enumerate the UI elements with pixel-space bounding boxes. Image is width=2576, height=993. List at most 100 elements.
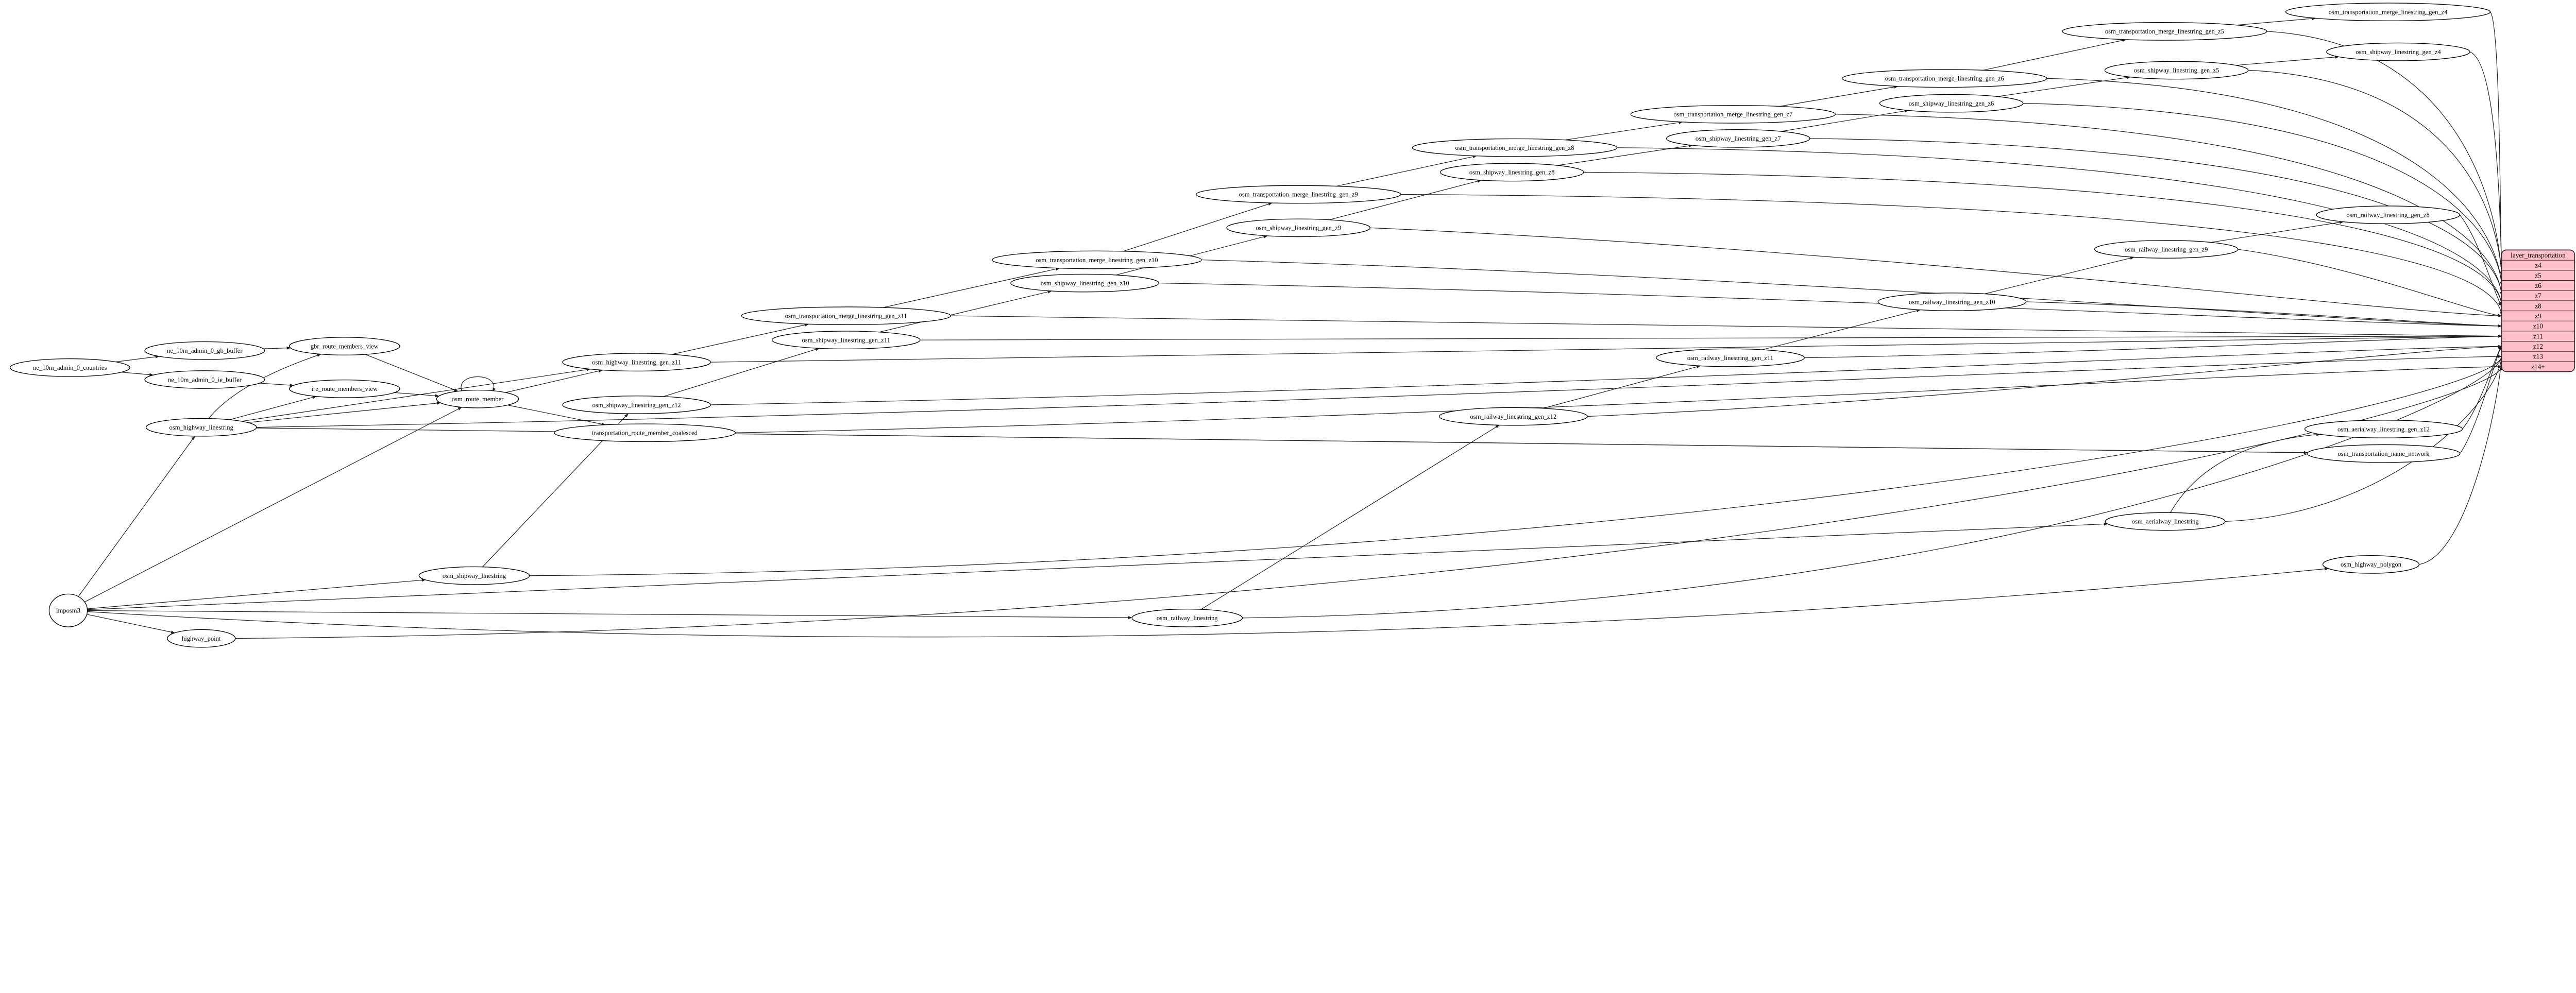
node-ellipse-m10 xyxy=(992,250,1202,269)
node-label-r8: osm_railway_linestring_gen_z8 xyxy=(2346,211,2429,218)
node-ellipse-hw11 xyxy=(562,353,711,372)
node-label-hw11: osm_highway_linestring_gen_z11 xyxy=(592,359,681,366)
edge-imposm3-raill xyxy=(87,610,1132,620)
node-ellipse-poly xyxy=(2322,555,2420,574)
node-shipl: osm_shipway_linestring xyxy=(418,566,530,585)
nodes-layer: osm_transportation_merge_linestring_gen_… xyxy=(9,3,2491,648)
edge-irev-rm xyxy=(394,392,439,398)
edge-imposm3-rm xyxy=(84,407,462,603)
node-label-gbbuf: ne_10m_admin_0_gb_buffer xyxy=(167,347,243,354)
edge-gbbuf-gbrv xyxy=(263,346,291,350)
node-ellipse-m7 xyxy=(1630,105,1836,124)
edge-r12-table-z12 xyxy=(1587,345,2502,417)
edge-s10-s9 xyxy=(1115,235,1268,276)
edge-aer12-table-z12 xyxy=(2462,346,2502,430)
edge-hwl-irev xyxy=(229,396,317,420)
node-iebuf: ne_10m_admin_0_ie_buffer xyxy=(144,370,265,389)
node-s10: osm_shipway_linestring_gen_z10 xyxy=(1010,273,1160,293)
node-label-countries: ne_10m_admin_0_countries xyxy=(33,364,107,371)
node-m10: osm_transportation_merge_linestring_gen_… xyxy=(992,250,1202,269)
edge-imposm3-hwl xyxy=(78,436,195,597)
edge-hw11-m11 xyxy=(671,323,809,355)
node-poly: osm_highway_polygon xyxy=(2322,555,2420,574)
node-label-r10: osm_railway_linestring_gen_z10 xyxy=(1909,298,1995,305)
node-label-r12: osm_railway_linestring_gen_z12 xyxy=(1470,413,1557,420)
node-ellipse-iebuf xyxy=(144,370,265,389)
node-ellipse-s8 xyxy=(1439,163,1584,182)
node-imposm3: imposm3 xyxy=(48,593,88,627)
node-ellipse-r10 xyxy=(1877,293,2027,311)
edge-s6-s5 xyxy=(1997,76,2131,97)
edge-s12-s11 xyxy=(663,348,820,397)
edge-rm-self xyxy=(461,376,496,392)
node-label-s11: osm_shipway_linestring_gen_z11 xyxy=(802,336,890,344)
node-ellipse-coal xyxy=(554,423,736,442)
node-s7: osm_shipway_linestring_gen_z7 xyxy=(1666,129,1810,148)
node-label-s9: osm_shipway_linestring_gen_z9 xyxy=(1256,225,1341,232)
node-m5: osm_transportation_merge_linestring_gen_… xyxy=(2062,22,2267,41)
table-row-label-z13: z13 xyxy=(2533,353,2543,361)
node-ellipse-aerl xyxy=(2105,512,2226,531)
node-ellipse-s11 xyxy=(771,331,921,350)
node-label-poly: osm_highway_polygon xyxy=(2341,561,2402,568)
table-row-label-z14plus: z14+ xyxy=(2531,363,2545,370)
node-ellipse-s12 xyxy=(562,396,711,414)
node-ellipse-aer12 xyxy=(2304,420,2463,438)
node-ellipse-r11 xyxy=(1656,348,1805,367)
edge-countries-gbbuf xyxy=(115,355,160,363)
node-label-s6: osm_shipway_linestring_gen_z6 xyxy=(1909,100,1994,107)
edge-s6-table-z6 xyxy=(2023,103,2503,286)
edge-s8-table-z8 xyxy=(1583,172,2503,306)
table-row-label-z4: z4 xyxy=(2535,262,2541,269)
node-ellipse-s7 xyxy=(1666,129,1810,148)
table-row-label-z11: z11 xyxy=(2533,332,2543,340)
node-ellipse-s9 xyxy=(1226,218,1370,237)
node-s9: osm_shipway_linestring_gen_z9 xyxy=(1226,218,1370,237)
edge-s5-table-z5 xyxy=(2248,70,2503,276)
edge-s11-s10 xyxy=(879,290,1052,333)
node-ellipse-hp xyxy=(167,629,236,648)
edge-iebuf-irev xyxy=(259,383,294,387)
node-ellipse-countries xyxy=(9,358,130,377)
edge-r11-table-z11 xyxy=(1804,334,2502,358)
node-label-s12: osm_shipway_linestring_gen_z12 xyxy=(592,401,681,408)
edge-m8-m7 xyxy=(1565,121,1683,141)
edge-poly-table-z13 xyxy=(2419,356,2503,565)
edge-s9-table-z9 xyxy=(1370,227,2502,318)
edge-m6-m5 xyxy=(1982,39,2127,71)
node-ellipse-m5 xyxy=(2062,22,2267,41)
table-row-label-z8: z8 xyxy=(2535,302,2541,310)
edge-r11-r10 xyxy=(1761,309,1921,350)
node-s4: osm_shipway_linestring_gen_z4 xyxy=(2326,42,2470,61)
node-r8: osm_railway_linestring_gen_z8 xyxy=(2316,206,2460,225)
node-ellipse-m4 xyxy=(2285,3,2491,22)
edge-s4-table-z4 xyxy=(2469,52,2503,266)
edge-hwl-table-z13 xyxy=(256,355,2502,428)
node-label-m4: osm_transportation_merge_linestring_gen_… xyxy=(2329,8,2448,15)
node-label-irev: ire_route_members_view xyxy=(312,385,378,392)
node-ellipse-nn xyxy=(2307,444,2461,463)
edge-shipl-table-z13 xyxy=(529,356,2503,576)
table-title: layer_transportation xyxy=(2511,251,2566,259)
node-ellipse-s4 xyxy=(2326,42,2470,61)
edge-r8-table-z8 xyxy=(2459,214,2502,306)
node-gbrv: gbr_route_members_view xyxy=(289,337,400,355)
edge-m7-m6 xyxy=(1780,85,1899,107)
node-label-r9: osm_railway_linestring_gen_z9 xyxy=(2125,246,2208,253)
node-ellipse-r12 xyxy=(1439,407,1588,426)
node-ellipse-shipl xyxy=(418,566,530,585)
node-ellipse-r9 xyxy=(2094,240,2239,259)
node-hw11: osm_highway_linestring_gen_z11 xyxy=(562,353,711,372)
table-row-label-z12: z12 xyxy=(2533,343,2543,350)
node-gbbuf: ne_10m_admin_0_gb_buffer xyxy=(144,341,265,360)
node-label-hp: highway_point xyxy=(182,635,221,642)
node-label-s10: osm_shipway_linestring_gen_z10 xyxy=(1041,280,1129,287)
table-row-label-z10: z10 xyxy=(2533,322,2543,330)
node-label-hwl: osm_highway_linestring xyxy=(170,424,234,431)
edge-imposm3-shipl xyxy=(87,578,426,609)
node-ellipse-m9 xyxy=(1196,185,1401,204)
node-coal: transportation_route_member_coalesced xyxy=(554,423,736,442)
node-s5: osm_shipway_linestring_gen_z5 xyxy=(2104,61,2249,80)
node-aerl: osm_aerialway_linestring xyxy=(2105,512,2226,531)
node-ellipse-s10 xyxy=(1010,273,1160,293)
